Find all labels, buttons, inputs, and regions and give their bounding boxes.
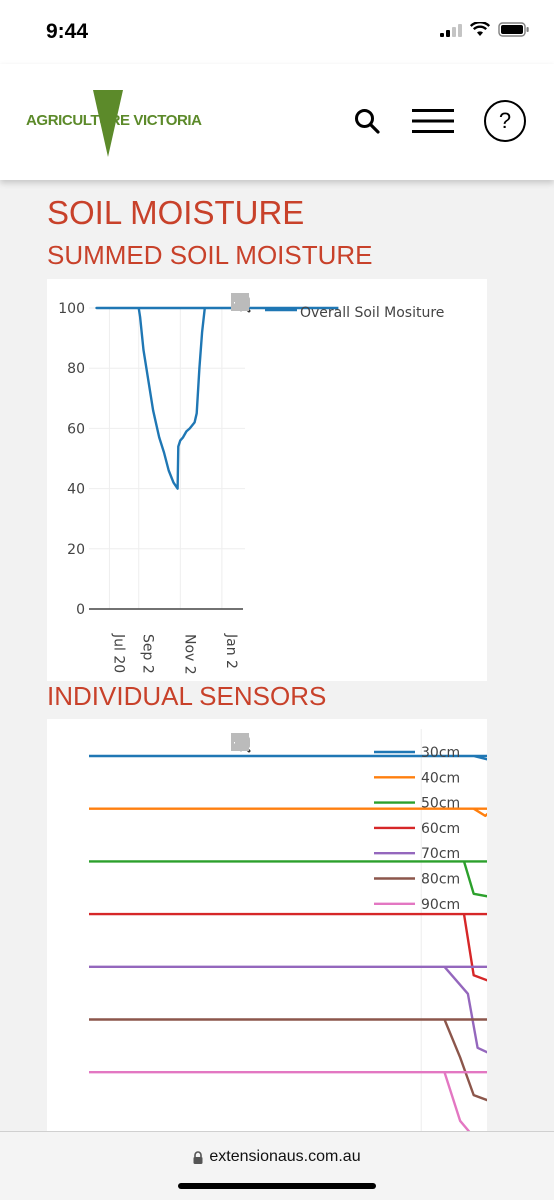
y-tick-label: 40 — [67, 482, 85, 498]
series-line-80cm — [89, 1018, 487, 1102]
cellular-signal-icon — [440, 23, 462, 37]
lock-icon — [193, 1150, 203, 1164]
chart2-legend: 30cm 40cm 50cm 60cm 70cm 80cm 90cm — [374, 745, 460, 913]
series-line-70cm — [89, 965, 487, 1054]
zoom-icon[interactable] — [231, 293, 283, 315]
address-bar[interactable]: extensionaus.com.au — [0, 1148, 554, 1166]
zoom-out-icon[interactable] — [231, 733, 373, 755]
x-tick-label: Nov 2 — [181, 634, 197, 675]
legend-label: 80cm — [421, 872, 460, 888]
search-button[interactable] — [350, 104, 384, 138]
battery-icon — [498, 22, 529, 37]
summed-soil-moisture-heading: SUMMED SOIL MOISTURE — [47, 240, 373, 270]
y-tick-label: 80 — [67, 361, 85, 377]
legend-label: 60cm — [421, 821, 460, 837]
series-line-60cm — [89, 912, 487, 982]
help-button[interactable]: ? — [484, 100, 526, 142]
pan-icon[interactable] — [232, 733, 313, 755]
chart1-axes: 0 20 40 60 80 100 Jul 20 Sep 2 Nov 2 Jan 2 — [58, 301, 245, 675]
status-icons — [440, 22, 530, 37]
y-tick-label: 60 — [67, 421, 85, 437]
pan-icon[interactable] — [232, 293, 313, 315]
wifi-icon — [470, 22, 490, 36]
status-bar: 9:44 — [0, 0, 554, 64]
page-title: SOIL MOISTURE — [47, 194, 305, 231]
legend-label: 40cm — [421, 770, 460, 786]
y-tick-label: 20 — [67, 542, 85, 558]
plotly-logo-icon[interactable] — [235, 293, 433, 315]
chart1-legend: Overall Soil Mositure — [265, 305, 444, 321]
home-indicator — [178, 1183, 376, 1189]
series-line-90cm — [89, 1071, 487, 1131]
agriculture-victoria-logo[interactable]: AGRICULTURE VICTORIA — [26, 90, 202, 158]
individual-sensors-chart[interactable]: 30cm 40cm 50cm 60cm 70cm 80cm 90cm — [47, 719, 487, 1131]
x-tick-label: Jan 2 — [223, 633, 239, 669]
search-icon — [355, 109, 380, 134]
zoom-in-icon[interactable] — [231, 293, 343, 315]
chart-modebar — [231, 733, 441, 755]
legend-label: Overall Soil Mositure — [300, 305, 444, 321]
sensors-chart-svg: 30cm 40cm 50cm 60cm 70cm 80cm 90cm — [89, 729, 487, 1131]
series-line-overall-soil-moisture — [95, 306, 339, 490]
chart2-grid — [420, 729, 422, 1131]
chart-modebar — [231, 293, 441, 315]
autoscale-icon[interactable] — [232, 733, 403, 755]
zoom-in-icon[interactable] — [231, 733, 343, 755]
legend-label: 70cm — [421, 846, 460, 862]
legend-label: 50cm — [421, 796, 460, 812]
individual-sensors-heading: INDIVIDUAL SENSORS — [47, 681, 327, 711]
summed-chart-svg: 0 20 40 60 80 100 Jul 20 Sep 2 Nov 2 Jan 2 Overall… — [58, 301, 444, 675]
logo-triangle-icon — [93, 90, 123, 157]
x-tick-label: Jul 20 — [110, 633, 126, 673]
logo-text: AGRICULTURE VICTORIA — [26, 112, 202, 129]
legend-label: 30cm — [421, 745, 460, 761]
url-text: extensionaus.com.au — [209, 1148, 361, 1165]
y-tick-label: 0 — [76, 602, 85, 618]
autoscale-icon[interactable] — [232, 293, 403, 315]
series-line-40cm — [89, 807, 487, 818]
status-time: 9:44 — [46, 20, 89, 43]
series-line-50cm — [89, 860, 487, 898]
browser-bottom-bar: extensionaus.com.au — [0, 1131, 554, 1200]
site-header: AGRICULTURE VICTORIA ? — [0, 64, 554, 180]
legend-label: 90cm — [421, 897, 460, 913]
x-tick-label: Sep 2 — [140, 634, 156, 674]
zoom-out-icon[interactable] — [231, 293, 373, 315]
y-tick-label: 100 — [58, 301, 85, 317]
menu-button[interactable] — [410, 106, 456, 136]
hamburger-menu-icon — [412, 109, 454, 133]
plotly-logo-icon[interactable] — [235, 733, 433, 755]
zoom-icon[interactable] — [231, 733, 283, 755]
summed-soil-moisture-chart[interactable]: 0 20 40 60 80 100 Jul 20 Sep 2 Nov 2 Jan 2 Overall… — [47, 279, 487, 681]
